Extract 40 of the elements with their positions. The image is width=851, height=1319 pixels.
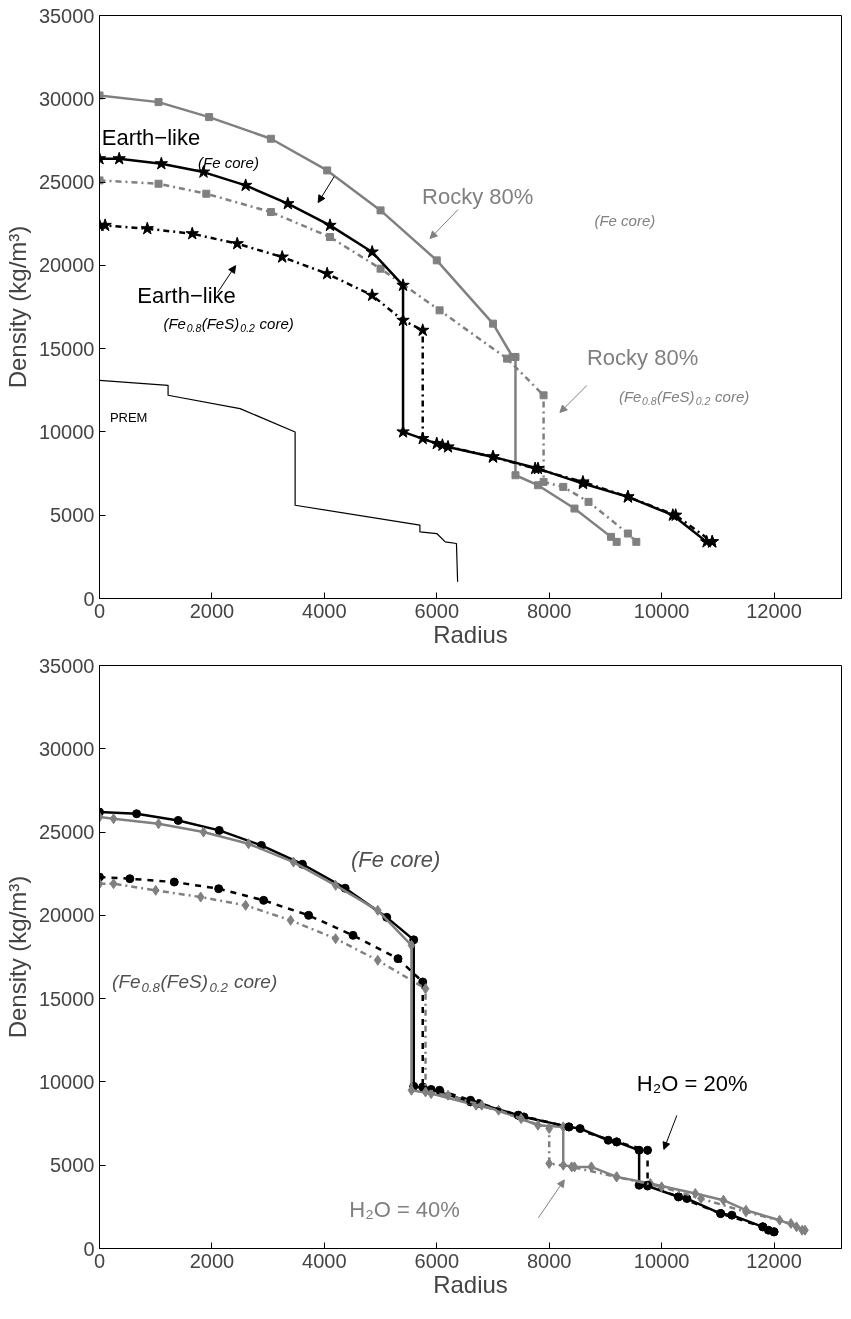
y-tick-label: 25000 bbox=[38, 171, 95, 194]
annotation: (Fe core) bbox=[198, 154, 259, 172]
y-tick-label: 25000 bbox=[38, 821, 95, 844]
annotation: Earth−like bbox=[137, 283, 236, 309]
x-tick-label: 8000 bbox=[526, 1249, 572, 1272]
annotation: H₂O = 20% bbox=[636, 1070, 748, 1096]
y-tick-label: 15000 bbox=[38, 337, 95, 360]
y-tick-label: 35000 bbox=[38, 654, 95, 677]
y-tick-label: 20000 bbox=[38, 254, 95, 277]
y-tick-label: 5000 bbox=[50, 504, 95, 527]
x-tick-label: 10000 bbox=[633, 1249, 690, 1272]
y-tick-label: 30000 bbox=[38, 737, 95, 760]
y-tick-label: 35000 bbox=[38, 4, 95, 27]
y-tick-label: 30000 bbox=[38, 87, 95, 110]
annotation: PREM bbox=[109, 410, 148, 426]
x-tick-label: 12000 bbox=[746, 1249, 802, 1272]
annotation: (Fe core) bbox=[351, 847, 441, 873]
y-axis-title: Density (kg/m³) bbox=[3, 225, 31, 389]
x-tick-label: 2000 bbox=[189, 1249, 235, 1272]
annotation: H₂O = 40% bbox=[349, 1197, 460, 1223]
x-tick-label: 8000 bbox=[526, 599, 572, 622]
annotation: Rocky 80% bbox=[422, 184, 534, 210]
y-tick-label: 10000 bbox=[38, 1070, 95, 1093]
x-axis-title: Radius bbox=[433, 620, 508, 648]
annotation: Earth−like bbox=[101, 124, 201, 150]
x-tick-label: 6000 bbox=[414, 599, 460, 622]
x-tick-label: 4000 bbox=[302, 599, 347, 622]
annotation: Rocky 80% bbox=[586, 344, 699, 370]
x-tick-label: 4000 bbox=[302, 1249, 347, 1272]
x-tick-label: 12000 bbox=[746, 599, 802, 622]
y-axis-title: Density (kg/m³) bbox=[3, 875, 31, 1039]
y-tick-label: 10000 bbox=[38, 420, 95, 443]
x-tick-label: 2000 bbox=[189, 599, 235, 622]
x-tick-label: 6000 bbox=[414, 1249, 460, 1272]
x-tick-label: 10000 bbox=[633, 599, 690, 622]
y-tick-label: 5000 bbox=[50, 1154, 95, 1177]
x-axis-title: Radius bbox=[433, 1270, 508, 1298]
annotation: (Fe core) bbox=[594, 211, 656, 229]
y-tick-label: 15000 bbox=[38, 987, 95, 1010]
y-tick-label: 20000 bbox=[38, 904, 95, 927]
